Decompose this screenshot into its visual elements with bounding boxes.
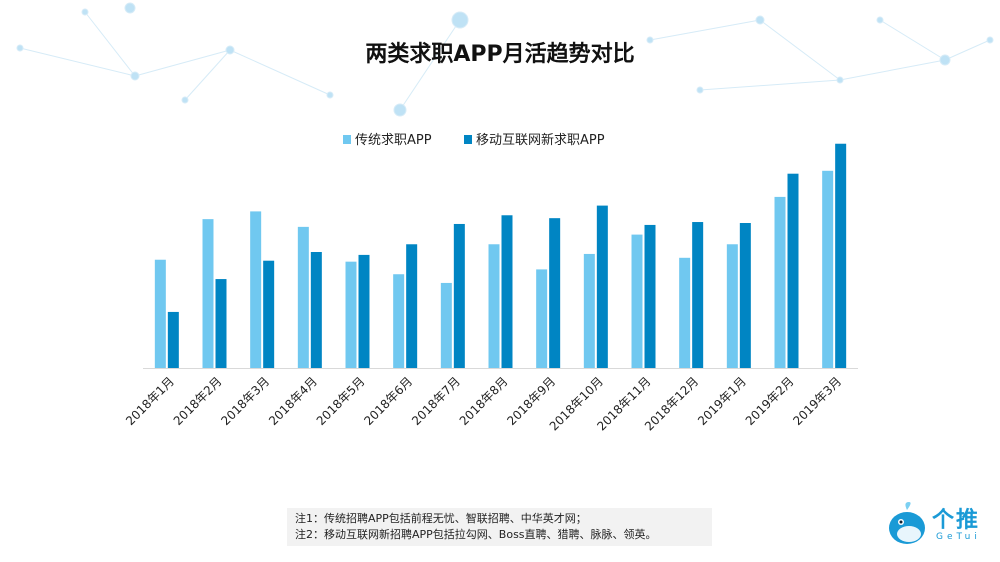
- bar-traditional-0: [154, 259, 166, 368]
- legend-label: 传统求职APP: [355, 133, 432, 148]
- bar-traditional-6: [440, 282, 452, 368]
- bar-traditional-14: [822, 170, 834, 368]
- bar-traditional-8: [536, 269, 548, 368]
- x-tick-label: 2018年8月: [457, 374, 511, 428]
- bar-traditional-7: [488, 244, 500, 368]
- bar-traditional-10: [631, 234, 643, 368]
- x-tick-label: 2018年2月: [171, 374, 225, 428]
- bar-traditional-12: [726, 244, 738, 368]
- x-tick-label: 2018年4月: [266, 374, 320, 428]
- bar-mobile-0: [167, 311, 179, 368]
- whale-icon: [889, 502, 925, 544]
- network-background: [16, 2, 994, 117]
- bar-traditional-5: [393, 274, 405, 368]
- bar-mobile-14: [835, 143, 847, 368]
- legend-swatch: [343, 135, 351, 144]
- bar-mobile-4: [358, 254, 370, 368]
- bar-mobile-2: [263, 260, 275, 368]
- bar-mobile-13: [787, 173, 799, 368]
- legend-swatch: [464, 135, 472, 144]
- legend-label: 移动互联网新求职APP: [476, 132, 605, 148]
- footnote-box: 注1：传统招聘APP包括前程无忧、智联招聘、中华英才网； 注2：移动互联网新招聘…: [287, 508, 712, 546]
- x-tick-label: 2018年7月: [409, 374, 463, 428]
- bar-traditional-4: [345, 261, 357, 368]
- bar-traditional-9: [583, 253, 595, 368]
- bar-mobile-8: [549, 218, 561, 368]
- x-tick-label: 2019年3月: [790, 374, 844, 428]
- bar-traditional-13: [774, 196, 786, 368]
- bar-chart: 2018年1月2018年2月2018年3月2018年4月2018年5月2018年…: [123, 132, 858, 433]
- x-tick-label: 2018年6月: [361, 374, 415, 428]
- bar-mobile-3: [310, 252, 322, 368]
- footnote-2: 注2：移动互联网新招聘APP包括拉勾网、Boss直聘、猎聘、脉脉、领英。: [295, 528, 657, 541]
- bar-traditional-3: [297, 226, 309, 368]
- bar-mobile-6: [453, 223, 465, 368]
- x-tick-label: 2019年1月: [695, 374, 749, 428]
- bar-mobile-11: [692, 222, 704, 368]
- bar-mobile-1: [215, 279, 227, 368]
- logo-sub: GeTui: [936, 532, 981, 542]
- bar-traditional-1: [202, 219, 214, 368]
- bar-mobile-9: [596, 205, 608, 368]
- bar-traditional-2: [250, 211, 262, 368]
- chart-title: 两类求职APP月活趋势对比: [365, 42, 635, 67]
- bar-mobile-10: [644, 224, 656, 368]
- bar-mobile-5: [406, 244, 418, 368]
- x-tick-label: 2019年2月: [743, 374, 797, 428]
- logo-name: 个推: [932, 508, 981, 533]
- getui-logo: 个推 GeTui: [884, 500, 994, 550]
- x-tick-label: 2018年5月: [314, 374, 368, 428]
- footnote-1: 注1：传统招聘APP包括前程无忧、智联招聘、中华英才网；: [295, 512, 587, 525]
- x-tick-label: 2018年3月: [218, 374, 272, 428]
- bar-mobile-12: [739, 223, 751, 368]
- bar-traditional-11: [679, 257, 691, 368]
- x-tick-label: 2018年1月: [123, 374, 177, 428]
- bar-mobile-7: [501, 215, 513, 368]
